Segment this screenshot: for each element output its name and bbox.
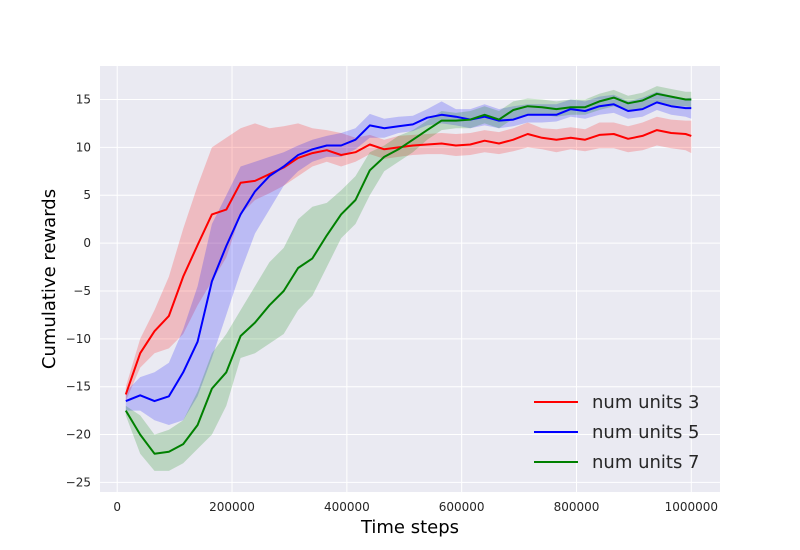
grid xyxy=(100,66,720,492)
legend: num units 3 num units 5 num units 7 xyxy=(534,392,700,473)
x-tick-label: 600000 xyxy=(439,500,485,514)
line-series-1 xyxy=(124,129,692,395)
band-series-3 xyxy=(125,86,692,471)
plot-background xyxy=(100,66,720,492)
x-axis-label: Time steps xyxy=(360,517,459,538)
y-tick-label: −25 xyxy=(66,475,91,489)
line-series-2 xyxy=(125,101,692,403)
y-tick-label: −20 xyxy=(66,428,91,442)
legend-label-3: num units 7 xyxy=(592,452,700,473)
y-tick-label: 15 xyxy=(76,93,91,107)
y-tick-label: 10 xyxy=(76,140,91,154)
y-tick-label: −10 xyxy=(66,332,91,346)
x-tick-label: 0 xyxy=(113,500,121,514)
y-tick-label: 5 xyxy=(83,188,91,202)
series-lines xyxy=(124,92,692,455)
y-axis-label: Cumulative rewards xyxy=(39,189,60,369)
x-axis-ticks: 0 200000 400000 600000 800000 1000000 xyxy=(113,500,718,514)
y-tick-label: −15 xyxy=(66,380,91,394)
legend-label-2: num units 5 xyxy=(592,422,700,443)
x-tick-label: 200000 xyxy=(209,500,255,514)
y-tick-label: −5 xyxy=(73,284,91,298)
x-tick-label: 800000 xyxy=(554,500,600,514)
band-series-1 xyxy=(125,116,692,402)
line-series-3 xyxy=(124,92,692,455)
y-axis-ticks: −25 −20 −15 −10 −5 0 5 10 15 xyxy=(66,93,91,490)
legend-label-1: num units 3 xyxy=(592,392,700,413)
y-tick-label: 0 xyxy=(83,236,91,250)
x-tick-label: 400000 xyxy=(324,500,370,514)
x-tick-label: 1000000 xyxy=(665,500,718,514)
